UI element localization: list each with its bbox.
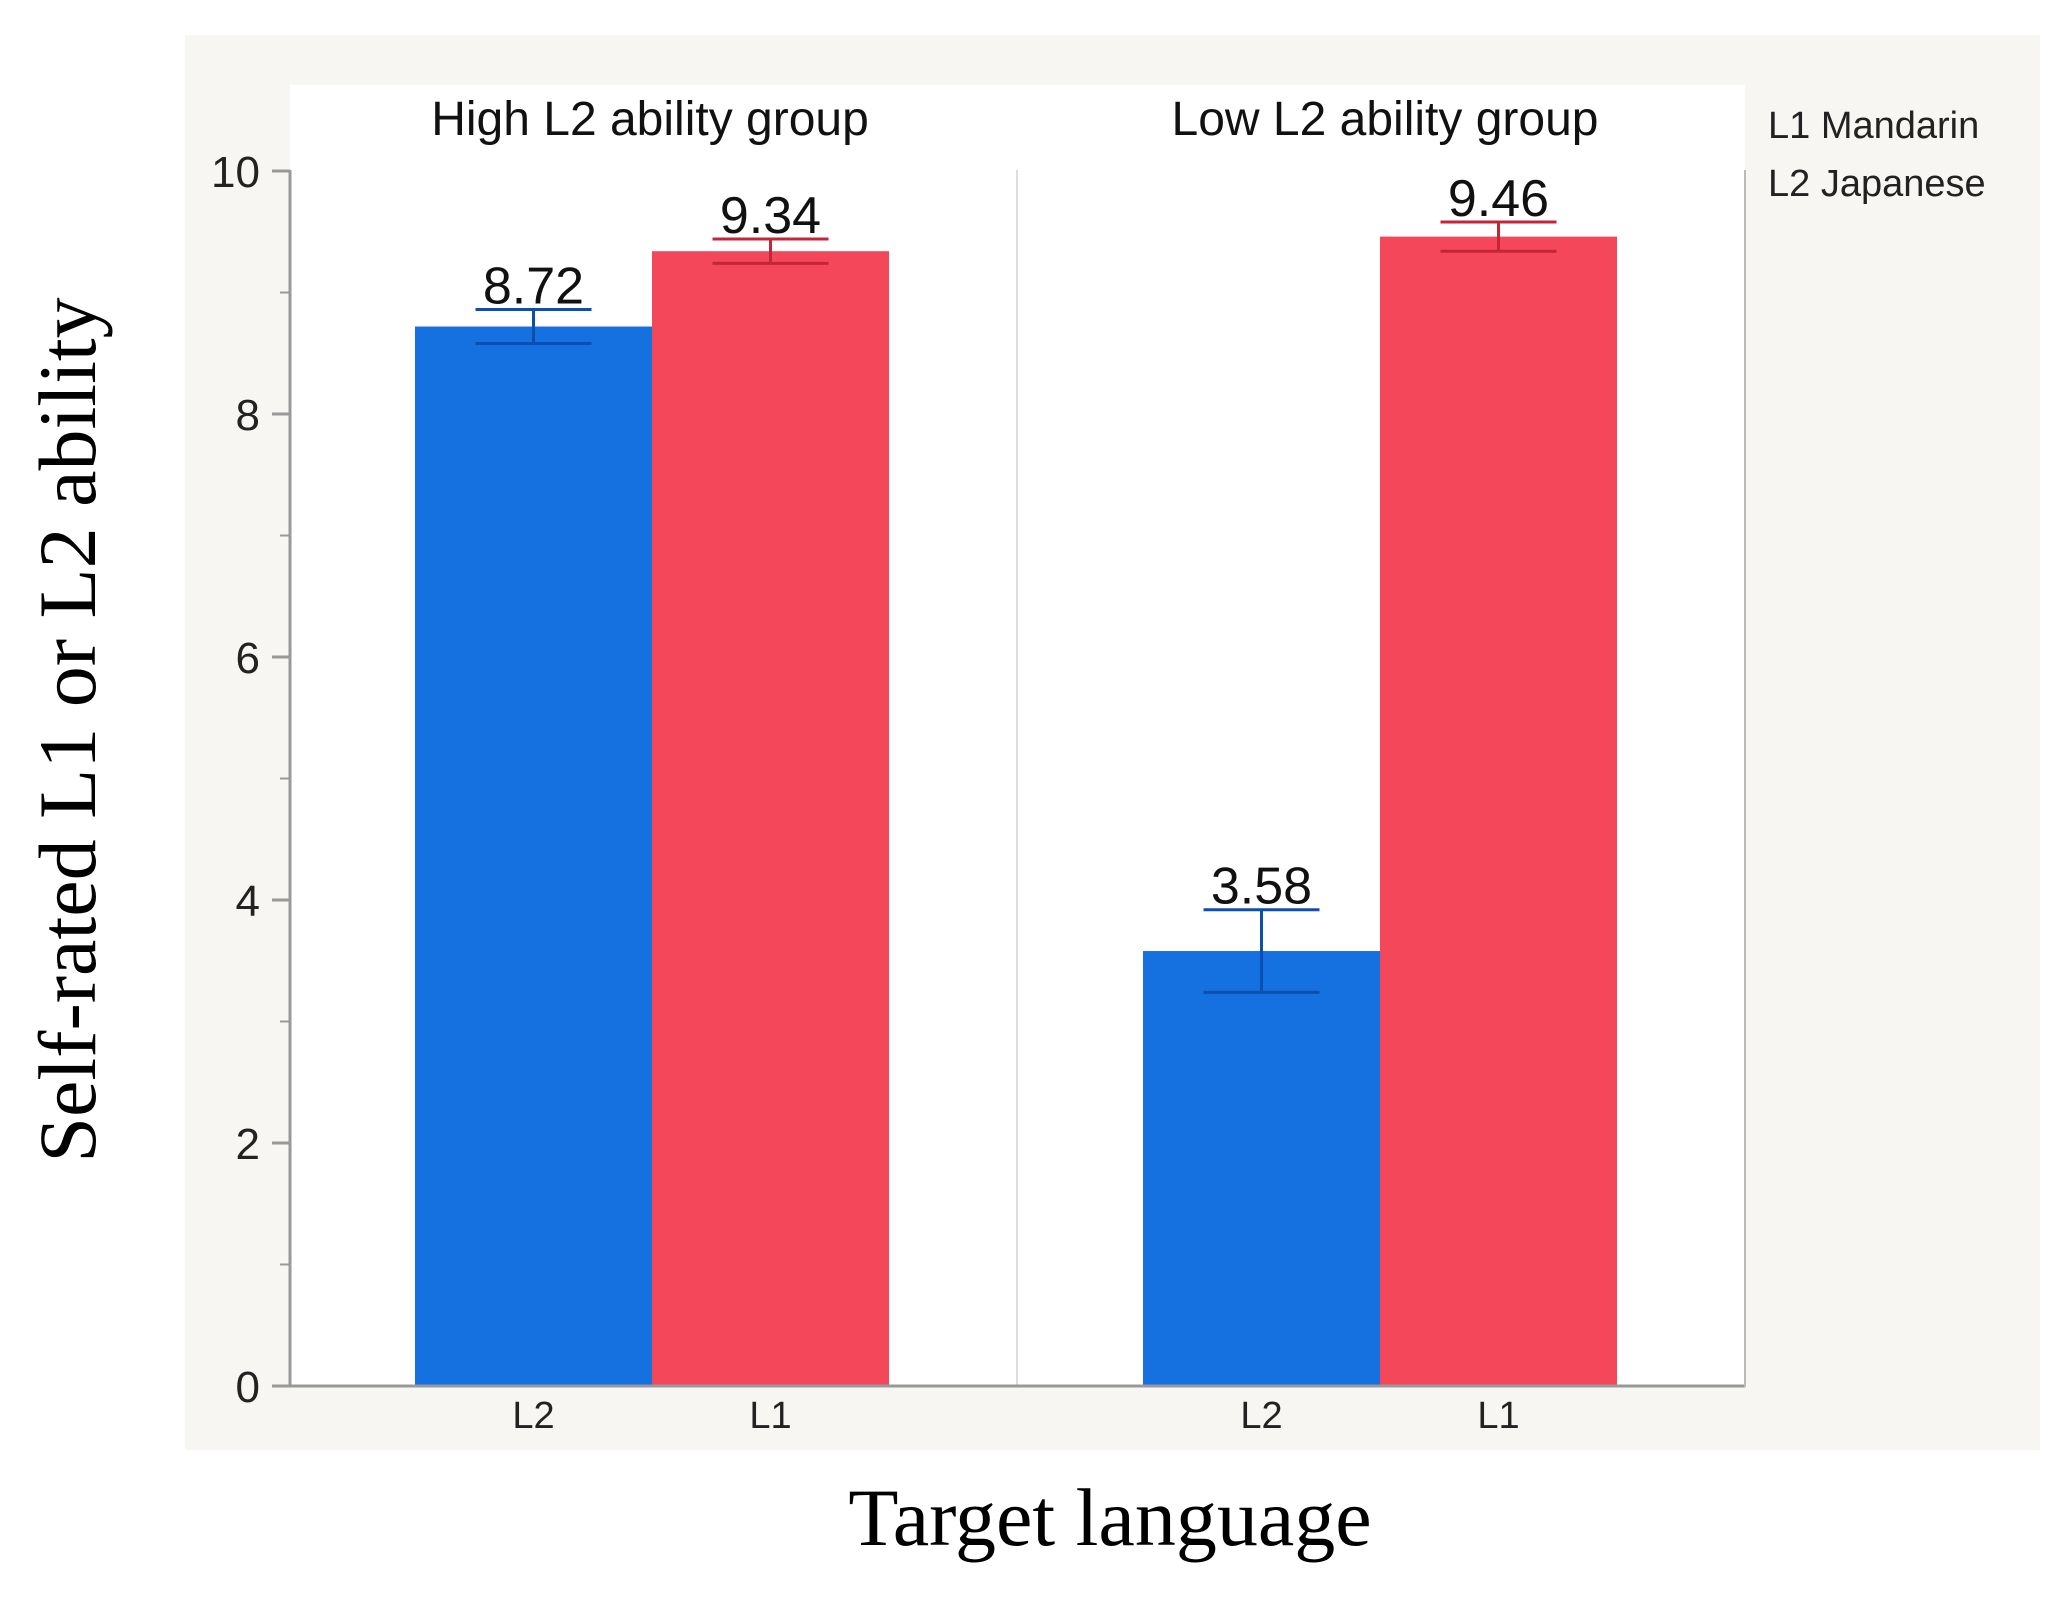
x-ticks: L2 L1 L2 L1 [512,1395,1519,1437]
y-ticks: 0 2 4 6 8 10 [211,148,290,1412]
x-tick-label: L1 [1477,1395,1519,1437]
data-label: 9.34 [720,187,821,245]
x-tick-label: L2 [1240,1395,1282,1437]
bar-low-l2 [1143,951,1380,1386]
bar-low-l1 [1380,236,1617,1387]
panel-title-high: High L2 ability group [431,93,869,146]
data-label: 3.58 [1211,858,1312,916]
bar-high-l2 [415,326,652,1386]
y-tick-label: 0 [236,1363,260,1412]
legend-entry-l2: L2 Japanese [1768,163,1986,205]
x-tick-label: L1 [749,1395,791,1437]
x-tick-label: L2 [512,1395,554,1437]
data-labels: 8.72 9.34 3.58 9.46 [483,170,1549,916]
y-axis-title: Self-rated L1 or L2 ability [22,297,113,1162]
error-bars [475,220,1557,994]
legend-entry-l1: L1 Mandarin [1768,105,1979,147]
panel-title-low: Low L2 ability group [1172,93,1599,146]
bars [415,236,1617,1387]
y-tick-label: 4 [236,877,260,926]
x-axis-title: Target language [848,1472,1371,1563]
data-label: 8.72 [483,258,584,316]
y-tick-label: 2 [236,1120,260,1169]
y-tick-label: 6 [236,634,260,683]
y-tick-label: 8 [236,391,260,440]
bar-high-l1 [652,251,889,1387]
y-tick-label: 10 [211,148,260,197]
data-label: 9.46 [1448,170,1549,228]
